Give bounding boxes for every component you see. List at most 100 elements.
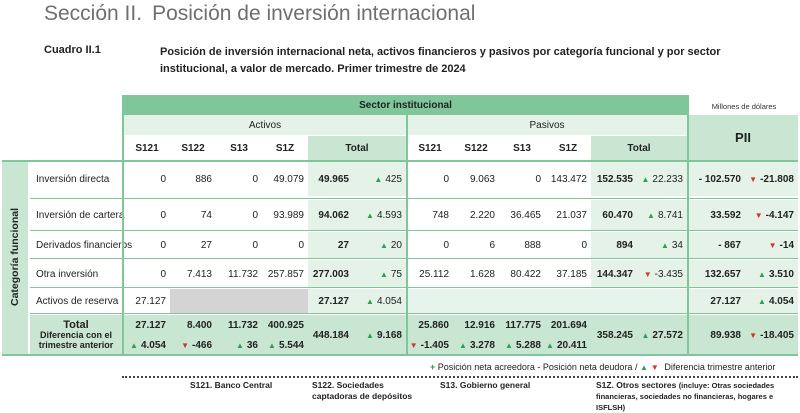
- col-label-activos-total: Total: [308, 136, 406, 160]
- change-value: -466: [191, 339, 212, 351]
- total-pasivos-value: 201.694: [545, 315, 591, 335]
- pasivos-value: 37.185: [556, 268, 587, 280]
- grid-line: [30, 258, 798, 259]
- change-value: 75: [390, 268, 402, 280]
- pii-value: 27.127: [688, 289, 745, 313]
- up-arrow-icon: ▲: [459, 340, 467, 350]
- activos-value: 49.079: [273, 173, 304, 185]
- pii-change: ▼ -21.808: [745, 162, 798, 196]
- change-value: 4.593: [376, 209, 402, 221]
- up-arrow-icon: ▲: [379, 269, 388, 279]
- activos-total: 94.062: [308, 200, 353, 230]
- up-arrow-icon: ▲: [505, 340, 513, 350]
- grid-line: [30, 230, 798, 231]
- down-arrow-icon: ▼: [643, 269, 652, 279]
- pasivos-value: 9.063: [469, 173, 495, 185]
- total-pasivos-change: ▲ 3.278: [453, 335, 499, 355]
- up-arrow-icon: ▲: [366, 330, 374, 340]
- category-header: Categoría funcional: [2, 160, 28, 354]
- footnote-s121: S121. Banco Central: [190, 380, 273, 390]
- table-label: Cuadro II.1: [44, 44, 101, 56]
- activos-total: 27.127: [308, 289, 353, 313]
- up-arrow-icon: ▲: [758, 269, 766, 279]
- pasivos-value: 0: [443, 239, 449, 251]
- activos-value: 0: [160, 173, 166, 185]
- change-value: 5.544: [278, 339, 304, 351]
- change-value: 20: [390, 239, 402, 251]
- activos-change: ▲ 4.593: [353, 200, 406, 230]
- down-arrow-icon: ▼: [749, 330, 758, 340]
- pii-value: - 102.570: [688, 162, 745, 196]
- pasivos-value: 2.220: [469, 209, 495, 221]
- col-label-pasivos: S13: [513, 142, 531, 154]
- activos-value: 27.127: [135, 295, 166, 307]
- col-label-activos: S122: [181, 142, 205, 154]
- change-value: 425: [385, 173, 402, 185]
- col-label-pasivos: S122: [464, 142, 488, 154]
- pii-change: ▼ -14: [745, 232, 798, 258]
- pasivos-total: 144.347: [591, 260, 637, 288]
- pasivos-value: 0: [535, 173, 541, 185]
- col-label-activos: S121: [135, 142, 159, 154]
- up-arrow-icon: ▲: [546, 340, 554, 350]
- footnote-s13: S13. Gobierno general: [440, 380, 531, 390]
- total-activos-value: 400.925: [262, 315, 308, 335]
- grid-line: [30, 287, 798, 288]
- total-activos-change: ▲ 36: [216, 335, 262, 355]
- total-pasivos-value: 25.860: [407, 315, 453, 335]
- pasivos-value: 1.628: [469, 268, 495, 280]
- total-label: Total: [63, 319, 89, 331]
- total-activos-value: 27.127: [124, 315, 170, 335]
- change-value: 20.411: [556, 339, 587, 351]
- total-pasivos: 358.245: [591, 315, 637, 355]
- section-title: Sección II. Posición de inversión interna…: [44, 2, 476, 25]
- up-arrow-icon: ▲: [130, 340, 138, 350]
- up-arrow-icon: ▲: [379, 240, 388, 250]
- total-activos-change: ▲ 9.168: [353, 315, 406, 355]
- total-activos: 448.184: [308, 315, 353, 355]
- pasivos-change: ▲ 22.233: [637, 162, 687, 196]
- up-arrow-icon: ▲: [641, 174, 650, 184]
- change-value: 4.054: [768, 295, 794, 307]
- activos-change: ▲ 4.054: [353, 289, 406, 313]
- pii-change: ▼ -4.147: [745, 200, 798, 230]
- legend-acreedora: Posición neta acreedora: [437, 362, 535, 372]
- up-arrow-icon: ▲: [268, 340, 276, 350]
- grid-line: [687, 95, 689, 355]
- col-label-activos: S13: [230, 142, 248, 154]
- change-value: 36: [246, 339, 258, 351]
- total-activos-change: ▲ 5.544: [262, 335, 308, 355]
- activos-value: 11.732: [228, 268, 258, 280]
- legend-deudora: Posición neta deudora /: [542, 362, 638, 372]
- activos-value: 0: [160, 268, 166, 280]
- change-value: -14: [779, 239, 794, 251]
- total-activos-change: ▼ -466: [170, 335, 216, 355]
- pasivos-change: ▲ 34: [637, 232, 687, 258]
- up-arrow-icon: ▲: [641, 330, 650, 340]
- pasivos-change: ▼ -3.435: [637, 260, 687, 288]
- up-arrow-icon: ▲: [366, 210, 374, 220]
- grid-line: [406, 115, 408, 355]
- activos-value: 0: [252, 209, 258, 221]
- total-pii-change: ▼ -18.405: [745, 315, 798, 355]
- pasivos-value: 21.037: [556, 209, 587, 221]
- pasivos-value: 0: [443, 173, 449, 185]
- pasivos-value: 36.465: [510, 209, 541, 221]
- pasivos-value: 143.472: [550, 173, 587, 185]
- total-pasivos-value: 12.916: [453, 315, 499, 335]
- activos-value: 74: [200, 209, 212, 221]
- activos-value: 257.857: [267, 268, 304, 280]
- empty-cell: [170, 289, 308, 313]
- col-label-pasivos-total: Total: [591, 136, 687, 160]
- change-value: 4.054: [140, 339, 166, 351]
- activos-change: ▲ 20: [353, 232, 406, 258]
- up-arrow-icon: ▲: [366, 296, 374, 306]
- activos-value: 0: [252, 239, 258, 251]
- grid-line: [2, 160, 798, 162]
- total-activos-change: ▲ 4.054: [124, 335, 170, 355]
- total-pasivos-change: ▲ 20.411: [545, 335, 591, 355]
- up-arrow-icon: ▲: [660, 240, 669, 250]
- grid-line: [122, 95, 124, 355]
- pii-header: PII: [688, 115, 798, 160]
- minus-sign: -: [537, 362, 541, 372]
